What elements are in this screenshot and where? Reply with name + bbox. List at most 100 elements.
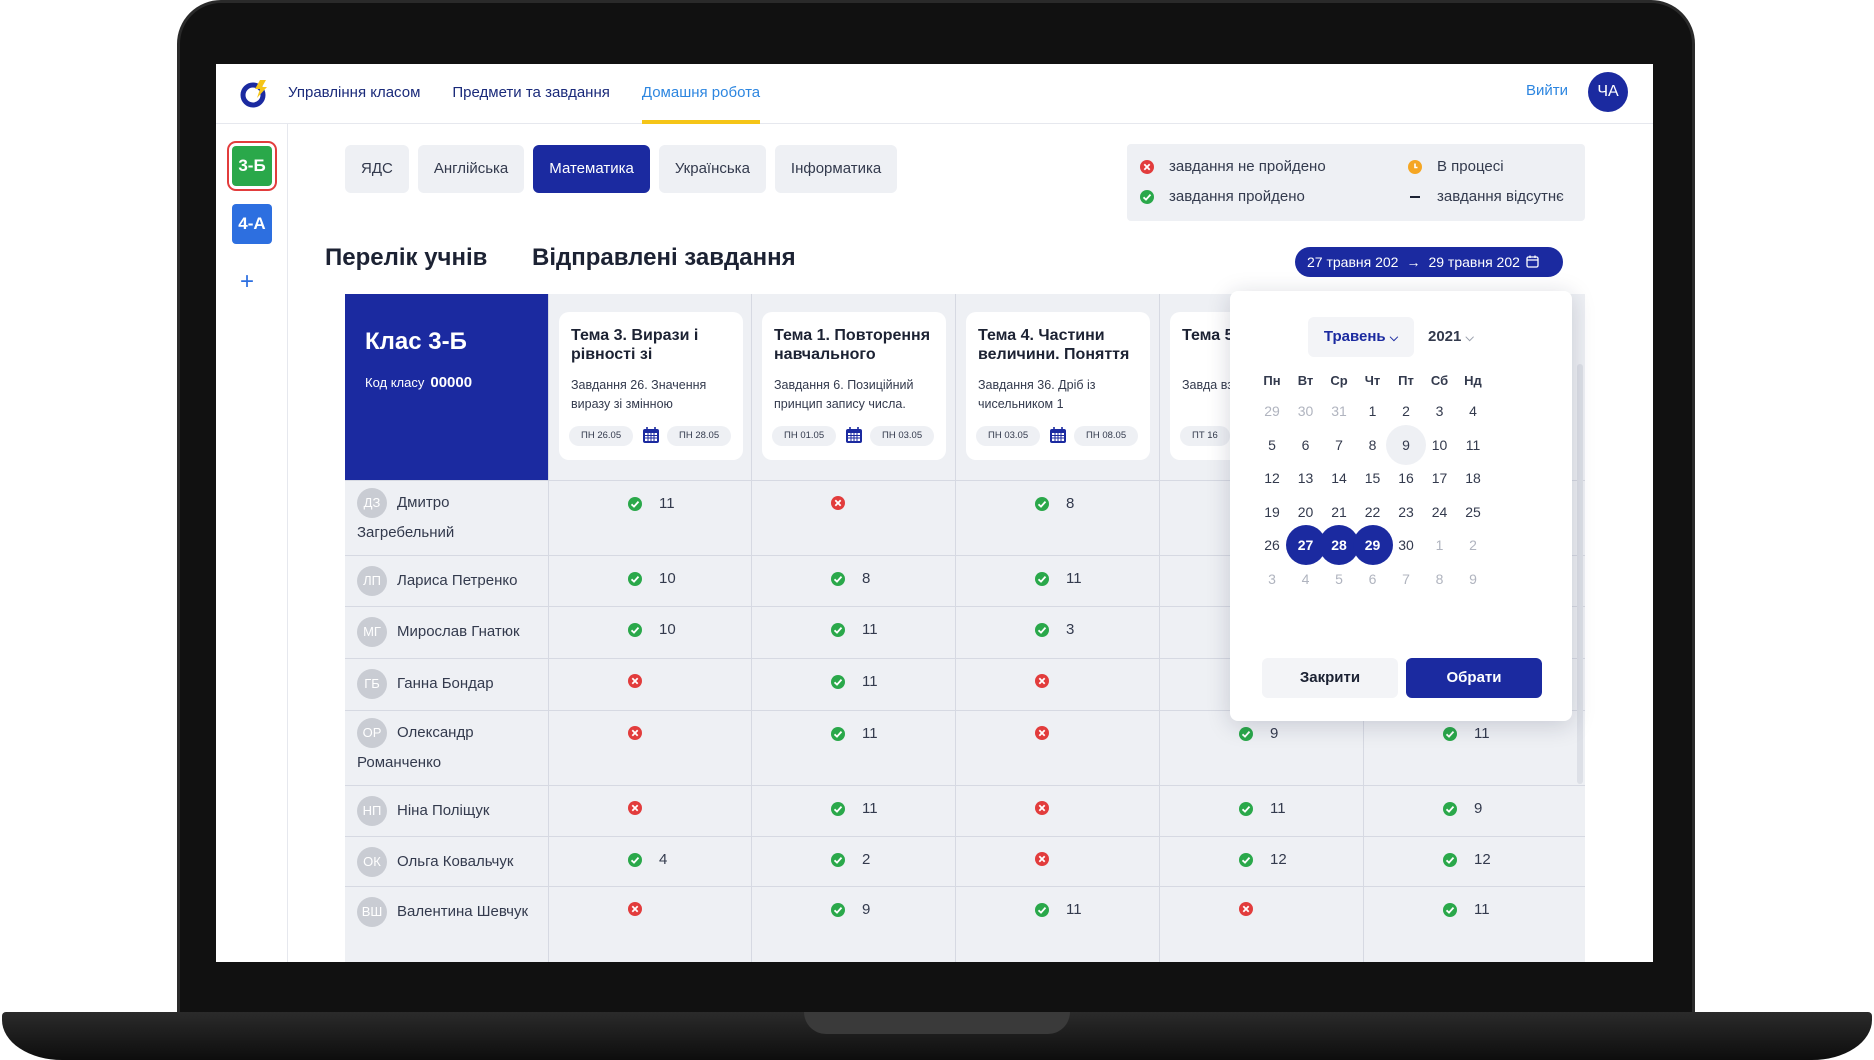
- calendar-day[interactable]: 17: [1431, 470, 1448, 486]
- logout-link[interactable]: Вийти: [1526, 82, 1569, 99]
- calendar-day[interactable]: 8: [1368, 436, 1377, 453]
- tab-english[interactable]: Англійська: [417, 145, 525, 193]
- tab-informatics[interactable]: Інформатика: [774, 145, 898, 193]
- result-cell[interactable]: 12: [1238, 851, 1287, 868]
- calendar-day[interactable]: 30: [1297, 403, 1314, 419]
- class-button-4a[interactable]: 4-А: [232, 204, 272, 244]
- calendar-day[interactable]: 10: [1431, 436, 1448, 453]
- result-cell[interactable]: 11: [1034, 901, 1082, 918]
- calendar-day[interactable]: 30: [1398, 537, 1414, 553]
- result-cell[interactable]: [627, 673, 659, 689]
- calendar-day[interactable]: 23: [1398, 503, 1414, 520]
- calendar-day[interactable]: 20: [1297, 503, 1314, 520]
- add-class-button[interactable]: +: [240, 268, 255, 295]
- result-cell[interactable]: 10: [627, 621, 676, 638]
- result-cell[interactable]: 11: [830, 673, 878, 690]
- result-cell[interactable]: 11: [830, 800, 878, 817]
- students-list-title[interactable]: Перелік учнів: [325, 244, 488, 271]
- result-cell[interactable]: 11: [1034, 570, 1082, 587]
- result-cell[interactable]: 8: [1034, 495, 1074, 512]
- calendar-day[interactable]: 5: [1335, 570, 1343, 587]
- calendar-day[interactable]: 1: [1435, 537, 1444, 553]
- choose-button[interactable]: Обрати: [1406, 658, 1542, 698]
- calendar-day[interactable]: 5: [1268, 436, 1276, 453]
- calendar-day[interactable]: 6: [1301, 436, 1310, 453]
- nav-item-class-management[interactable]: Управління класом: [288, 84, 421, 101]
- calendar-day[interactable]: 29: [1352, 525, 1393, 565]
- calendar-day[interactable]: 29: [1264, 403, 1280, 419]
- student-name-cell[interactable]: ОК Ольга Ковальчук: [357, 847, 547, 878]
- calendar-day[interactable]: 15: [1364, 470, 1381, 486]
- table-scrollbar[interactable]: [1577, 364, 1583, 784]
- result-cell[interactable]: [830, 495, 862, 511]
- calendar-day[interactable]: 24: [1431, 503, 1448, 520]
- result-cell[interactable]: 11: [1442, 901, 1490, 918]
- calendar-day[interactable]: 3: [1435, 403, 1444, 419]
- calendar-day[interactable]: 7: [1402, 570, 1410, 587]
- student-name-cell[interactable]: ДЗ Дмитро Загребельний: [357, 488, 547, 547]
- result-cell[interactable]: 11: [1442, 725, 1490, 742]
- calendar-day[interactable]: 7: [1335, 436, 1343, 453]
- calendar-day[interactable]: 14: [1331, 470, 1347, 486]
- user-avatar[interactable]: ЧА: [1588, 72, 1628, 112]
- calendar-day[interactable]: 19: [1264, 503, 1280, 520]
- calendar-day[interactable]: 27: [1285, 525, 1326, 565]
- result-cell[interactable]: [627, 800, 659, 816]
- result-cell[interactable]: [1238, 901, 1270, 917]
- calendar-day[interactable]: 26: [1264, 537, 1280, 553]
- tab-yds[interactable]: ЯДС: [345, 145, 409, 193]
- class-button-3b[interactable]: 3-Б: [232, 146, 272, 186]
- calendar-day[interactable]: 8: [1435, 570, 1444, 587]
- calendar-day[interactable]: 9: [1386, 424, 1426, 465]
- calendar-day[interactable]: 13: [1297, 470, 1314, 486]
- student-name-cell[interactable]: МГ Мирослав Гнатюк: [357, 617, 547, 648]
- calendar-day[interactable]: 4: [1469, 403, 1477, 419]
- result-cell[interactable]: 11: [627, 495, 675, 512]
- task-card[interactable]: Тема 1. Повторення навчального Завдання 6…: [762, 312, 946, 460]
- calendar-day[interactable]: 22: [1364, 503, 1381, 520]
- calendar-day[interactable]: 2: [1469, 537, 1477, 553]
- task-card[interactable]: Тема 3. Вирази і рівності зі Завдання 26.…: [559, 312, 743, 460]
- calendar-day[interactable]: 3: [1268, 570, 1276, 587]
- tab-math[interactable]: Математика: [533, 145, 650, 193]
- calendar-day[interactable]: 2: [1402, 403, 1410, 419]
- student-name-cell[interactable]: ОР Олександр Романченко: [357, 718, 547, 777]
- result-cell[interactable]: [1034, 851, 1066, 867]
- calendar-day[interactable]: 18: [1465, 470, 1481, 486]
- year-select[interactable]: 2021 ⌵: [1428, 317, 1474, 357]
- student-name-cell[interactable]: ЛП Лариса Петренко: [357, 566, 547, 597]
- sent-tasks-title[interactable]: Відправлені завдання: [532, 244, 796, 271]
- result-cell[interactable]: 11: [830, 725, 878, 742]
- result-cell[interactable]: 9: [830, 901, 870, 918]
- student-name-cell[interactable]: НП Ніна Поліщук: [357, 796, 547, 827]
- result-cell[interactable]: [627, 725, 659, 741]
- result-cell[interactable]: 2: [830, 851, 870, 868]
- result-cell[interactable]: 4: [627, 851, 667, 868]
- calendar-day[interactable]: 25: [1465, 503, 1481, 520]
- calendar-day[interactable]: 31: [1331, 403, 1347, 419]
- result-cell[interactable]: 8: [830, 570, 870, 587]
- close-button[interactable]: Закрити: [1262, 658, 1398, 698]
- result-cell[interactable]: [627, 901, 659, 917]
- calendar-day[interactable]: 4: [1301, 570, 1310, 587]
- result-cell[interactable]: 11: [1238, 800, 1286, 817]
- calendar-day[interactable]: 16: [1398, 470, 1414, 486]
- date-range-button[interactable]: 27 травня 202 → 29 травня 202: [1295, 247, 1563, 277]
- calendar-day[interactable]: 21: [1331, 503, 1347, 520]
- result-cell[interactable]: [1034, 673, 1066, 689]
- result-cell[interactable]: [1034, 800, 1066, 816]
- calendar-day[interactable]: 1: [1368, 403, 1377, 419]
- result-cell[interactable]: 9: [1238, 725, 1278, 742]
- result-cell[interactable]: [1034, 725, 1066, 741]
- nav-item-homework[interactable]: Домашня робота: [641, 64, 761, 124]
- nav-item-subjects-tasks[interactable]: Предмети та завдання: [452, 84, 610, 101]
- result-cell[interactable]: 9: [1442, 800, 1482, 817]
- tab-ukrainian[interactable]: Українська: [658, 145, 766, 193]
- calendar-day[interactable]: 6: [1368, 570, 1377, 587]
- student-name-cell[interactable]: ВШ Валентина Шевчук: [357, 897, 547, 928]
- result-cell[interactable]: 3: [1034, 621, 1074, 638]
- task-card[interactable]: Тема 4. Частини величини. Поняття Завданн…: [966, 312, 1150, 460]
- calendar-day[interactable]: 12: [1264, 470, 1280, 486]
- result-cell[interactable]: 11: [830, 621, 878, 638]
- calendar-day[interactable]: 11: [1465, 436, 1481, 453]
